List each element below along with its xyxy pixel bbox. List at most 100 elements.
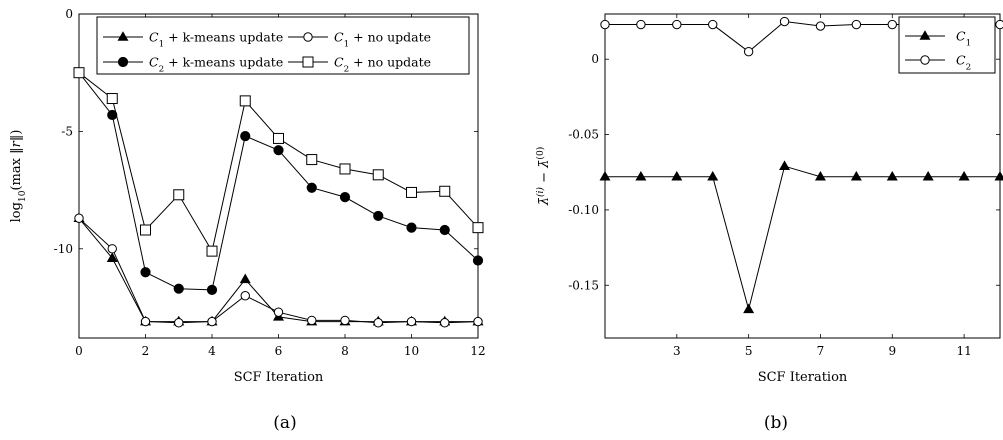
caption-a: (a) [273,413,296,433]
x-tick-label: 10 [404,344,419,358]
data-point [815,21,826,31]
data-point [273,132,284,144]
x-tick-label: 0 [75,344,83,358]
data-point [340,315,350,326]
data-point [339,163,351,175]
data-point [406,222,417,233]
series-line [78,72,479,291]
legend-marker [920,55,930,65]
data-point [307,315,317,326]
legend-marker [302,56,314,68]
legend-box [96,16,470,75]
data-point [207,316,217,327]
y-tick-label: -5 [61,124,73,138]
data-point [140,224,151,236]
y-tick-label: -10 [54,242,73,256]
x-tick-label: 2 [142,344,150,358]
data-point [671,170,683,181]
series-2 [73,67,484,295]
data-point [206,284,218,295]
y-axis-label: log10(max ‖r‖) [9,130,28,223]
data-point [779,160,791,171]
data-point [922,170,934,181]
data-point [814,170,826,181]
data-point [173,283,184,294]
data-point [239,273,251,284]
data-point [106,93,118,105]
data-point [73,67,85,79]
caption-b: (b) [764,413,788,433]
x-tick-label: 11 [956,344,971,358]
x-tick-label: 8 [341,344,349,358]
data-point [672,19,682,30]
data-point [851,19,862,30]
series-line [78,217,479,324]
y-tick-label: -0.15 [568,278,599,292]
legend-marker [303,32,313,42]
data-point [373,318,383,328]
y-tick-label: 0 [65,7,73,21]
data-point [779,16,790,27]
legend-marker [919,30,931,40]
legend-label: C1 + k-means update [149,30,283,50]
data-point [850,170,862,181]
series-3 [73,67,484,257]
legend-label: C1 + no update [334,30,431,50]
data-point [472,222,484,234]
data-point [708,19,718,30]
series-1 [74,213,483,328]
data-point [994,170,1003,181]
data-point [273,307,284,317]
legend: C1 + k-means update C1 + no update C2 + k-… [96,16,470,75]
data-point [958,170,970,181]
series-0 [599,160,1003,314]
data-point [439,224,450,236]
data-point [140,267,151,278]
data-point [743,303,755,314]
data-point [473,316,483,327]
x-tick-label: 5 [745,344,753,358]
data-point [440,318,450,328]
x-tick-label: 9 [888,344,896,358]
chart-panel-b: 3 5 7 9 11 0 -0.05 -0.10 -0.15 SCF Iteration λ̄(i)… [535,13,1003,433]
data-point [273,145,284,156]
data-point [636,19,646,30]
data-point [206,245,218,257]
x-tick-label: 3 [673,344,681,358]
legend-box [898,16,996,74]
legend-label: C1 [956,29,971,49]
data-point [887,19,897,30]
legend-label: C2 + no update [334,55,431,75]
x-axis-label: SCF Iteration [758,370,848,385]
data-point [406,316,417,327]
data-point [240,291,250,301]
data-point [373,210,384,222]
data-point [439,185,451,197]
data-point [600,19,610,30]
legend-label: C2 [956,53,971,73]
y-tick-label: 0 [591,52,599,66]
data-point [306,182,317,193]
y-tick-label: -0.05 [568,128,599,142]
data-point [339,192,351,203]
data-point [707,170,719,181]
data-point [173,189,185,201]
data-point [995,19,1003,30]
data-point [635,170,647,181]
data-point [599,170,611,181]
data-point [140,316,151,327]
data-point [472,255,484,266]
data-point [107,244,117,254]
data-point [240,130,251,142]
data-point [372,169,384,181]
x-axis-label: SCF Iteration [234,370,324,385]
legend-label: C2 + k-means update [149,55,283,75]
data-point [886,170,898,181]
data-point [74,213,84,223]
series-line [605,165,1000,312]
y-tick-label: -0.10 [568,203,599,217]
y-axis-label: λ̄(i) − λ̄(0) [535,147,552,207]
series-line [78,72,479,253]
